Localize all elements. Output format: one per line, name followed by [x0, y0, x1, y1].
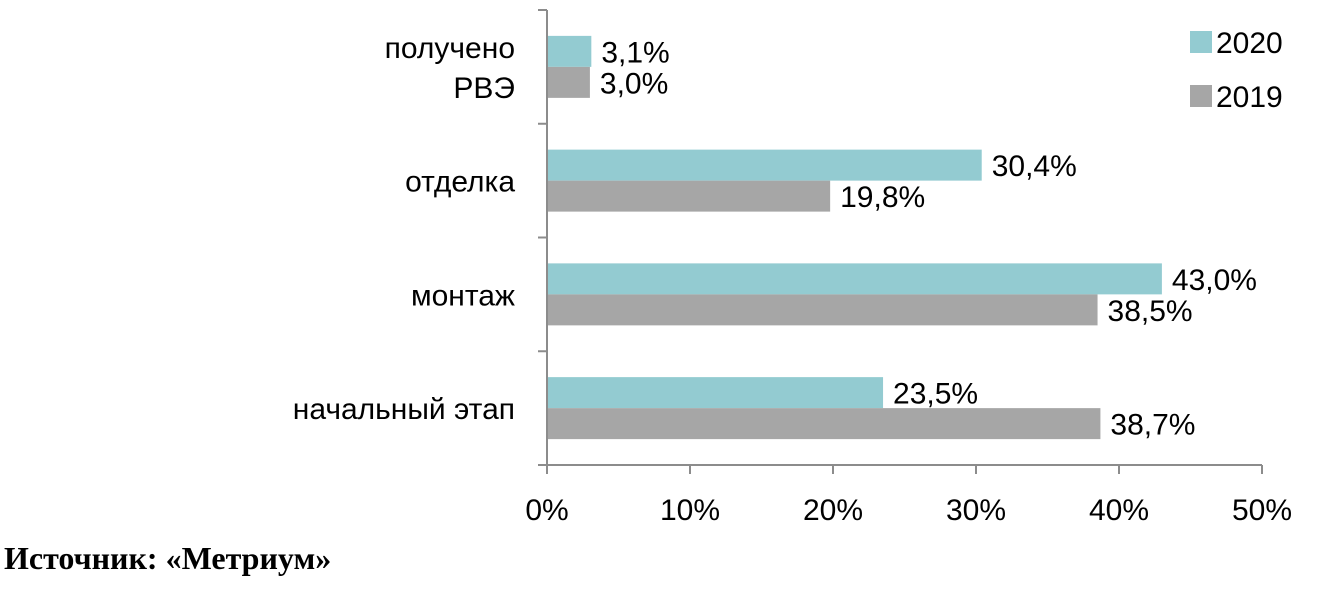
x-tick-label-0: 0%: [525, 494, 568, 527]
x-tick-label-2: 20%: [803, 494, 863, 527]
data-label-2020-1: 30,4%: [992, 150, 1077, 183]
bar-2020-3: [547, 377, 884, 409]
bar-2019-0: [547, 66, 590, 98]
data-labels-layer: 3,1%3,0% 30,4% 19,8% 43,0%38,5% 23,5% 38,7%: [600, 36, 1257, 441]
x-tick-label-4: 40%: [1089, 494, 1149, 527]
x-tick-label-1: 10%: [660, 494, 720, 527]
category-label-2: монтаж: [411, 279, 515, 312]
data-label-2020-0: 3,1%: [601, 36, 669, 69]
data-label-2019-1: 19,8%: [840, 181, 925, 214]
category-labels-layer: получено РВЭ отделка монтаж начальный этап: [293, 32, 516, 426]
bar-chart: 3,1%3,0% 30,4% 19,8% 43,0%38,5% 23,5% 38,7% п…: [293, 9, 1292, 527]
x-tick-label-3: 30%: [946, 494, 1006, 527]
source-caption: Источник: «Метриум»: [4, 540, 332, 576]
data-label-2020-2: 43,0%: [1172, 264, 1257, 297]
x-tick-label-5: 50%: [1232, 494, 1292, 527]
category-label-0: получено РВЭ: [385, 32, 515, 105]
legend-swatch-2020: [1190, 31, 1212, 53]
legend-swatch-2019: [1190, 85, 1212, 107]
bar-2020-2: [547, 263, 1162, 295]
bar-2019-1: [547, 180, 831, 212]
data-label-2019-0: 3,0%: [600, 67, 668, 100]
legend: 2020 2019: [1190, 27, 1283, 114]
bar-2020-0: [547, 35, 592, 67]
bar-2019-3: [547, 408, 1101, 440]
legend-label-2020: 2020: [1216, 27, 1283, 60]
data-label-2019-2: 38,5%: [1108, 295, 1193, 328]
axes-layer: 0% 10% 20% 30% 40% 50%: [525, 9, 1292, 527]
legend-label-2019: 2019: [1216, 81, 1283, 114]
category-label-3: начальный этап: [293, 393, 515, 426]
category-label-1: отделка: [405, 166, 515, 199]
bar-2020-1: [547, 149, 982, 181]
data-label-2019-3: 38,7%: [1110, 409, 1195, 442]
bars-layer: [547, 35, 1162, 440]
data-label-2020-3: 23,5%: [893, 378, 978, 411]
bar-2019-2: [547, 294, 1098, 326]
